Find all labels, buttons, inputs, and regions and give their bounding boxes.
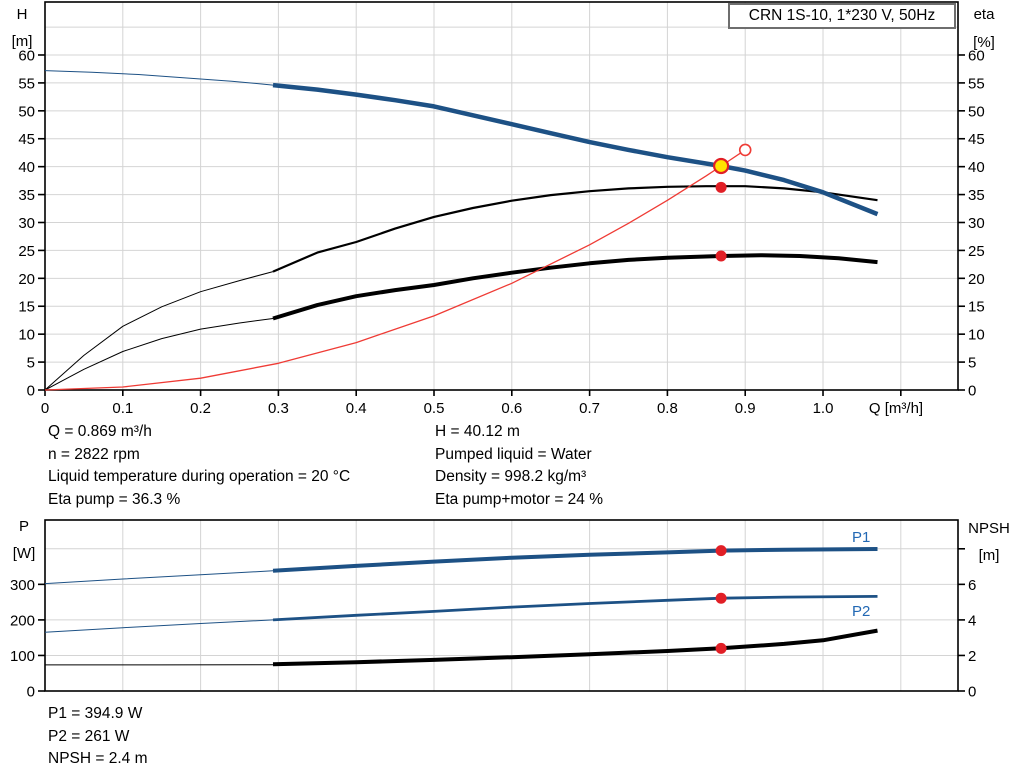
p1-curve	[272, 547, 878, 573]
y-left-axis-title: H	[17, 6, 28, 23]
y-left-tick-label: 5	[27, 355, 35, 372]
plot-frame	[44, 519, 959, 692]
pump-title: CRN 1S-10, 1*230 V, 50Hz	[748, 7, 936, 24]
y-left-tick-label: 100	[10, 648, 35, 665]
info-line-p1: P1 = 394.9 W	[48, 705, 143, 722]
y-left-tick-label: 300	[10, 577, 35, 594]
p1-point	[715, 545, 727, 557]
eta-pump-curve-low-flow	[44, 271, 274, 391]
y-right-tick-label: 45	[968, 131, 985, 148]
y-right-tick-label: 15	[968, 299, 985, 316]
info-line-speed: n = 2822 rpm	[48, 445, 140, 463]
y-left-axis-title: P	[19, 518, 29, 535]
info-line-p2: P2 = 261 W	[48, 727, 130, 745]
y-right-tick-label: 4	[968, 612, 976, 629]
y-left-tick-label: 20	[18, 271, 35, 288]
power-npsh-data-column: P1 = 394.9 W P2 = 261 W NPSH = 2.4 m	[48, 703, 148, 771]
y-right-axis-title: eta	[974, 6, 996, 23]
y-right-tick-label: 50	[968, 103, 985, 120]
x-tick-label: 0.9	[735, 400, 756, 417]
info-line-head: H = 40.12 m	[435, 423, 520, 440]
y-left-tick-label: 30	[18, 215, 35, 232]
info-line-flow: Q = 0.869 m³/h	[48, 423, 152, 440]
y-left-tick-label: 15	[18, 299, 35, 316]
y-right-tick-label: 0	[968, 684, 976, 701]
eta-pump-point	[715, 181, 727, 193]
npsh-curve	[272, 628, 878, 667]
qh-curve-low-flow	[44, 70, 274, 86]
y-right-axis-title: [%]	[973, 34, 995, 51]
y-left-tick-label: 35	[18, 187, 35, 204]
npsh-point	[715, 642, 727, 654]
x-tick-label: 1.0	[813, 400, 834, 417]
eta-pump-motor-point	[715, 250, 727, 262]
y-right-tick-label: 55	[968, 75, 985, 92]
duty-point[interactable]	[712, 157, 730, 175]
y-right-axis-title: [m]	[979, 547, 1000, 564]
p1-curve-low-flow	[44, 570, 274, 585]
x-axis-title: Q [m³/h]	[869, 400, 923, 417]
x-tick-label: 0	[41, 400, 49, 417]
y-left-tick-label: 40	[18, 159, 35, 176]
y-right-tick-label: 2	[968, 648, 976, 665]
y-left-tick-label: 0	[27, 383, 35, 400]
pump-title-box: CRN 1S-10, 1*230 V, 50Hz	[728, 3, 956, 29]
y-left-tick-label: 60	[18, 47, 35, 64]
y-right-axis-title: NPSH	[968, 520, 1010, 537]
y-right-tick-label: 60	[968, 47, 985, 64]
y-right-tick-label: 5	[968, 355, 976, 372]
eta-pump-motor-curve	[272, 253, 878, 321]
y-left-tick-label: 25	[18, 243, 35, 260]
x-tick-label: 0.1	[112, 400, 133, 417]
y-right-tick-label: 40	[968, 159, 985, 176]
eta-pump-motor-curve-low-flow	[44, 318, 274, 391]
y-right-tick-label: 30	[968, 215, 985, 232]
y-left-tick-label: 10	[18, 327, 35, 344]
operating-data-left-column: Q = 0.869 m³/h n = 2822 rpm Liquid tempe…	[48, 421, 350, 511]
p2-point	[715, 592, 727, 604]
info-line-npsh: NPSH = 2.4 m	[48, 750, 148, 768]
y-left-axis-title: [m]	[12, 33, 33, 50]
info-line-eta-pump: Eta pump = 36.3 %	[48, 490, 181, 508]
x-tick-label: 0.3	[268, 400, 289, 417]
p1-curve-label: P1	[852, 529, 870, 546]
x-tick-label: 0.5	[424, 400, 445, 417]
qh-curve	[272, 82, 879, 217]
x-tick-label: 0.6	[501, 400, 522, 417]
info-line-pumped-liquid: Pumped liquid = Water	[435, 445, 592, 463]
plot-frame	[44, 1, 959, 391]
y-right-tick-label: 20	[968, 271, 985, 288]
x-tick-label: 0.7	[579, 400, 600, 417]
p2-curve	[272, 595, 878, 622]
y-left-tick-label: 50	[18, 103, 35, 120]
y-right-tick-label: 35	[968, 187, 985, 204]
y-right-tick-label: 6	[968, 577, 976, 594]
y-right-tick-label: 0	[968, 383, 976, 400]
eta-pump-curve	[272, 185, 878, 273]
info-line-density: Density = 998.2 kg/m³	[435, 468, 587, 486]
y-right-tick-label: 10	[968, 327, 985, 344]
y-left-tick-label: 55	[18, 75, 35, 92]
info-line-eta-pump-motor: Eta pump+motor = 24 %	[435, 490, 604, 508]
y-left-tick-label: 0	[27, 684, 35, 701]
p2-curve-label: P2	[852, 603, 870, 620]
p2-curve-low-flow	[44, 619, 274, 633]
y-left-axis-title: [W]	[13, 545, 36, 562]
y-left-tick-label: 200	[10, 612, 35, 629]
operating-data-right-column: H = 40.12 m Pumped liquid = Water Densit…	[435, 421, 603, 511]
info-line-liquid-temperature: Liquid temperature during operation = 20…	[48, 468, 351, 486]
y-right-tick-label: 25	[968, 243, 985, 260]
x-tick-label: 0.2	[190, 400, 211, 417]
x-tick-label: 0.4	[346, 400, 367, 417]
requested-duty-point[interactable]	[738, 143, 752, 157]
system-curve	[44, 149, 746, 391]
y-left-tick-label: 45	[18, 131, 35, 148]
x-tick-label: 0.8	[657, 400, 678, 417]
